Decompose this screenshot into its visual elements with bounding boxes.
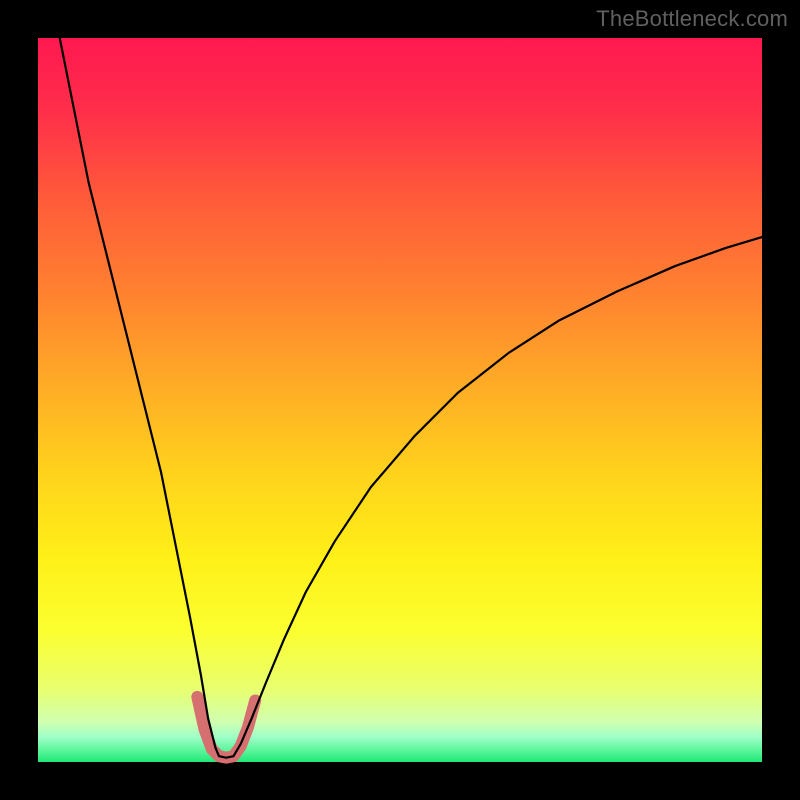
- plot-background: [38, 38, 762, 762]
- watermark-text: TheBottleneck.com: [596, 6, 788, 32]
- bottleneck-chart: [0, 0, 800, 800]
- chart-container: TheBottleneck.com: [0, 0, 800, 800]
